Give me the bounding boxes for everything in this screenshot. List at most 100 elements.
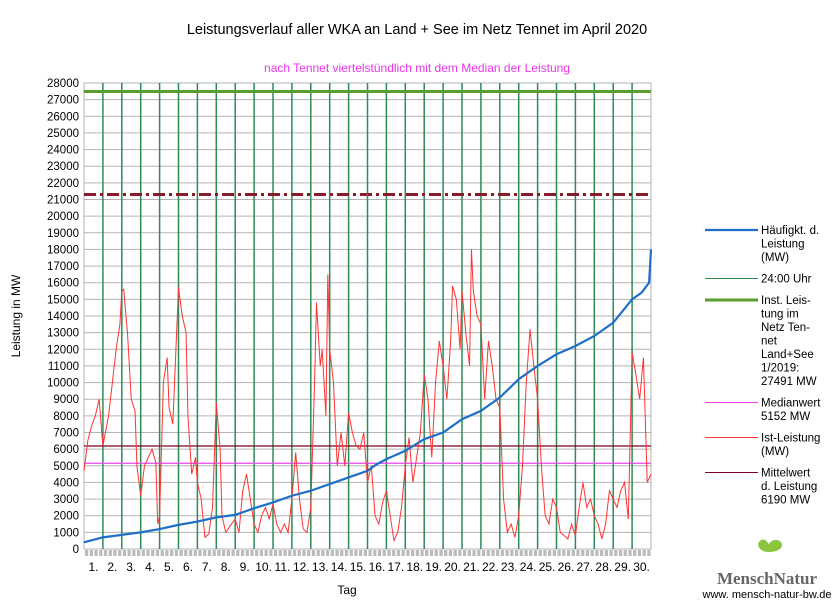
x-tick-label: 24.	[520, 560, 537, 574]
legend-label: Mittelwert d. Leistung 6190 MW	[761, 468, 817, 507]
x-tick-mark	[458, 550, 462, 556]
x-tick-mark	[519, 550, 523, 556]
x-tick-mark	[321, 550, 325, 556]
x-tick-mark	[368, 550, 372, 556]
actual-power-line	[83, 249, 652, 543]
x-tick-mark	[264, 550, 268, 556]
x-tick-mark	[571, 550, 575, 556]
x-tick-mark	[396, 550, 401, 556]
legend-item: Inst. Leis-tung im Netz Ten-net Land+See 1/…	[705, 295, 817, 388]
x-tick-mark	[533, 550, 538, 556]
x-tick-mark	[108, 550, 112, 556]
logo: MenschNatur www. mensch-natur-bw.de	[700, 538, 834, 601]
x-axis-label: Tag	[337, 583, 356, 597]
x-tick-mark	[349, 550, 353, 556]
legend-label: Ist-Leistung (MW)	[761, 433, 820, 459]
x-tick-mark	[373, 550, 377, 556]
y-tick-label: 12000	[47, 344, 79, 356]
y-tick-label: 23000	[47, 161, 79, 173]
x-tick-mark	[434, 550, 438, 556]
y-tick-label: 14000	[47, 311, 79, 323]
x-tick-mark	[132, 550, 136, 556]
x-tick-mark	[566, 550, 571, 556]
x-tick-mark	[160, 550, 164, 556]
x-tick-mark	[255, 550, 259, 556]
x-tick-mark	[259, 550, 264, 556]
x-tick-label: 8.	[221, 560, 231, 574]
y-tick-label: 1000	[53, 527, 79, 539]
x-tick-mark	[552, 550, 556, 556]
x-tick-mark	[538, 550, 542, 556]
x-tick-mark	[203, 550, 207, 556]
x-tick-mark	[472, 550, 476, 556]
x-tick-mark	[618, 550, 623, 556]
x-tick-label: 19.	[425, 560, 442, 574]
y-tick-label: 19000	[47, 228, 79, 240]
logo-url: www. mensch-natur-bw.de	[702, 589, 832, 601]
y-tick-label: 3000	[53, 494, 79, 506]
x-tick-mark	[562, 550, 566, 556]
y-tick-label: 26000	[47, 111, 79, 123]
x-tick-mark	[250, 550, 254, 556]
y-tick-label: 22000	[47, 178, 79, 190]
x-tick-label: 10.	[255, 560, 272, 574]
x-tick-label: 17.	[388, 560, 405, 574]
x-tick-mark	[439, 550, 443, 556]
x-tick-label: 13.	[312, 560, 329, 574]
x-tick-mark	[600, 550, 604, 556]
y-tick-label: 4000	[53, 477, 79, 489]
x-tick-mark	[245, 550, 249, 556]
x-tick-mark	[141, 550, 145, 556]
x-tick-mark	[94, 550, 98, 556]
x-tick-mark	[283, 550, 287, 556]
y-tick-label: 18000	[47, 244, 79, 256]
x-tick-label: 23.	[501, 560, 518, 574]
x-tick-mark	[411, 550, 415, 556]
x-tick-mark	[500, 550, 505, 556]
x-tick-mark	[198, 550, 202, 556]
x-tick-mark	[514, 550, 519, 556]
y-tick-label: 21000	[47, 195, 79, 207]
x-tick-mark	[415, 550, 419, 556]
legend-label: Inst. Leis-tung im Netz Ten-net Land+See 1/…	[761, 295, 817, 388]
x-tick-mark	[633, 550, 637, 556]
y-tick-label: 28000	[47, 78, 79, 90]
x-tick-mark	[354, 550, 358, 556]
x-tick-mark	[359, 550, 363, 556]
x-tick-mark	[136, 550, 141, 556]
x-tick-mark	[127, 550, 131, 556]
x-tick-mark	[581, 550, 585, 556]
x-tick-mark	[330, 550, 334, 556]
x-tick-mark	[344, 550, 349, 556]
y-tick-label: 6000	[53, 444, 79, 456]
x-tick-mark	[307, 550, 311, 556]
y-tick-label: 7000	[53, 428, 79, 440]
x-tick-mark	[311, 550, 316, 556]
y-axis-label: Leistung in MW	[9, 274, 23, 357]
x-tick-label: 22.	[482, 560, 499, 574]
chart-title: Leistungsverlauf aller WKA an Land + See…	[187, 22, 647, 38]
x-tick-label: 3.	[126, 560, 136, 574]
x-tick-mark	[146, 550, 150, 556]
x-tick-label: 21.	[463, 560, 480, 574]
legend-label: Häufigkt. d. Leistung (MW)	[761, 225, 819, 264]
x-tick-mark	[99, 550, 103, 556]
x-tick-label: 15.	[350, 560, 367, 574]
x-tick-mark	[155, 550, 160, 556]
logo-brand: MenschNatur	[716, 569, 818, 588]
x-tick-mark	[89, 550, 93, 556]
y-tick-label: 27000	[47, 95, 79, 107]
x-tick-label: 5.	[164, 560, 174, 574]
y-tick-label: 11000	[48, 361, 79, 373]
y-tick-label: 25000	[47, 128, 79, 140]
x-tick-mark	[122, 550, 127, 556]
x-tick-mark	[529, 550, 533, 556]
x-tick-label: 25.	[539, 560, 556, 574]
y-tick-label: 10000	[47, 378, 79, 390]
duration-curve-line	[83, 249, 653, 544]
x-tick-mark	[188, 550, 193, 556]
x-tick-label: 28.	[595, 560, 612, 574]
x-tick-label: 9.	[240, 560, 250, 574]
legend-label: 24:00 Uhr	[761, 274, 812, 286]
